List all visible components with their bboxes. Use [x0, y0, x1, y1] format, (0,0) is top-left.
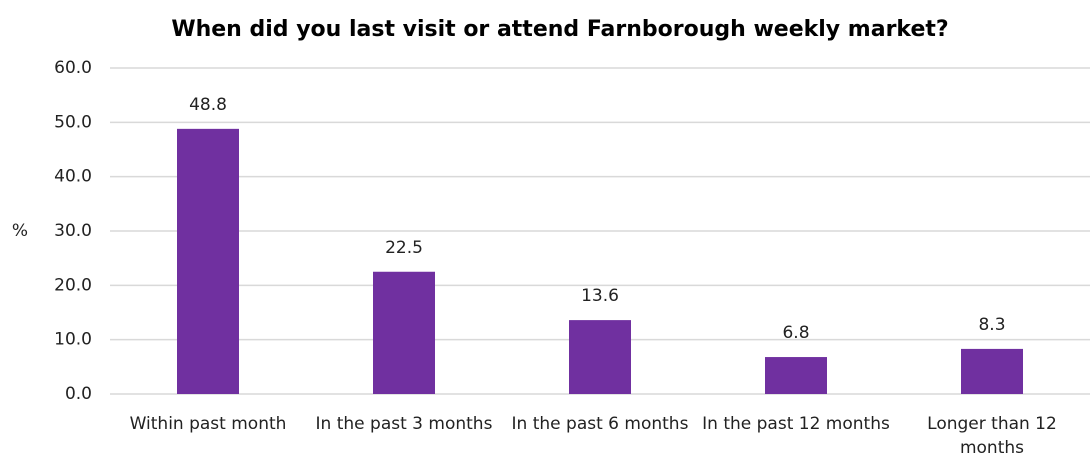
x-tick-label: In the past 3 months — [315, 414, 493, 434]
data-label: 22.5 — [385, 238, 423, 258]
x-tick-label: Longer than 12 months — [927, 414, 1057, 458]
y-tick-label: 0.0 — [65, 384, 92, 404]
data-label: 48.8 — [189, 95, 227, 115]
data-label: 6.8 — [782, 323, 809, 343]
y-tick-label: 40.0 — [54, 167, 92, 187]
y-tick-label: 10.0 — [54, 330, 92, 350]
x-tick-label: In the past 12 months — [702, 414, 890, 434]
y-tick-label: 20.0 — [54, 275, 92, 295]
y-tick-label: 30.0 — [54, 221, 92, 241]
x-tick-label: Within past month — [129, 414, 287, 434]
x-tick-label: In the past 6 months — [511, 414, 689, 434]
y-tick-label: 50.0 — [54, 112, 92, 132]
data-label: 8.3 — [978, 315, 1005, 335]
y-axis-label: % — [12, 221, 28, 241]
bar — [177, 128, 239, 394]
chart-title: When did you last visit or attend Farnbo… — [171, 17, 948, 42]
y-tick-label: 60.0 — [54, 58, 92, 78]
bar — [765, 357, 827, 394]
bar — [373, 271, 435, 394]
bar — [961, 348, 1023, 394]
bar — [569, 320, 631, 394]
data-label: 13.6 — [581, 286, 619, 306]
